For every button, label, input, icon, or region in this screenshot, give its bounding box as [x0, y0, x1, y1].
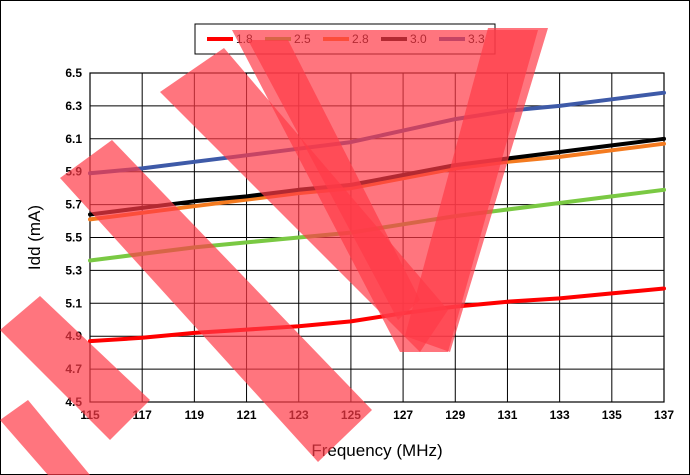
watermark-stroke-upper — [60, 140, 372, 462]
y-tick-label: 6.1 — [65, 132, 82, 146]
x-tick-label: 133 — [550, 408, 570, 422]
y-tick-label: 6.5 — [65, 66, 82, 80]
x-axis-ticks: 115117119121123125127129131133135137 — [80, 408, 674, 422]
y-tick-label: 5.3 — [65, 263, 82, 277]
x-tick-label: 127 — [393, 408, 413, 422]
y-axis-title: Idd (mA) — [25, 205, 44, 270]
watermark-stroke-corner — [0, 400, 90, 475]
x-tick-label: 131 — [497, 408, 517, 422]
watermark-v-left-stroke — [160, 48, 448, 352]
watermark-stroke-lower — [0, 296, 150, 440]
x-tick-label: 137 — [654, 408, 674, 422]
x-tick-label: 135 — [602, 408, 622, 422]
watermark-v-right-stroke — [405, 28, 548, 352]
y-tick-label: 5.5 — [65, 231, 82, 245]
x-tick-label: 119 — [185, 408, 205, 422]
x-tick-label: 121 — [237, 408, 257, 422]
watermark-overlay — [0, 28, 548, 475]
series-line-1-8 — [88, 286, 666, 344]
x-tick-label: 129 — [445, 408, 465, 422]
x-axis-title: Frequency (MHz) — [311, 441, 442, 460]
y-tick-label: 5.1 — [65, 296, 82, 310]
y-tick-label: 6.3 — [65, 99, 82, 113]
y-tick-label: 5.7 — [65, 198, 82, 212]
